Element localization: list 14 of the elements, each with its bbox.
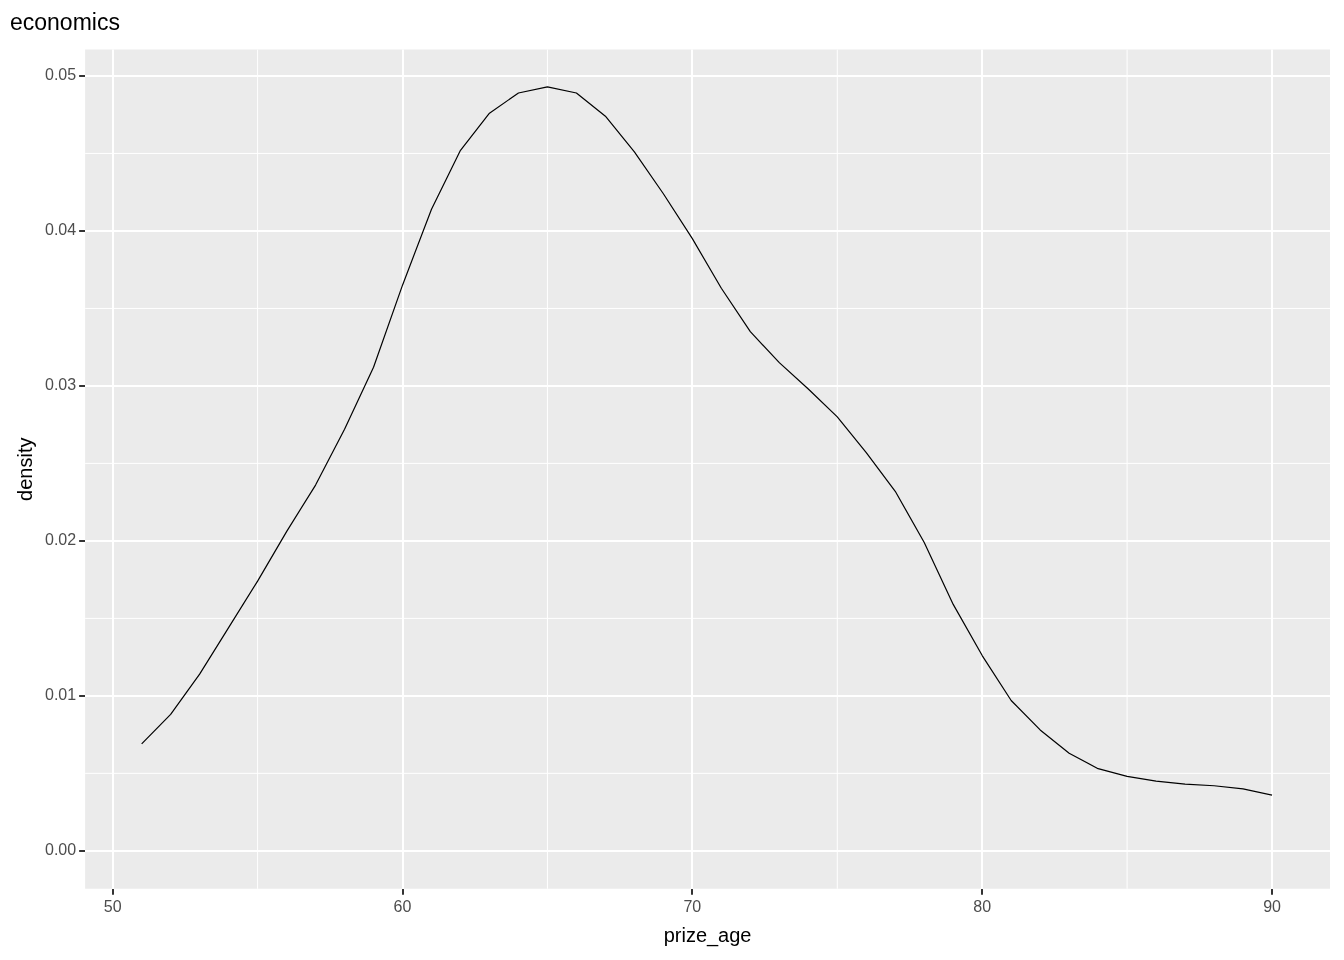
y-tick-label: 0.01 [45,686,77,704]
y-axis-title: density [13,437,36,501]
x-axis-title: prize_age [663,923,752,947]
chart-title: economics [10,9,120,36]
x-tick-label: 50 [103,897,122,915]
x-tick-label: 60 [393,897,412,915]
y-tick-label: 0.02 [45,531,77,549]
y-tick-label: 0.00 [45,841,77,859]
x-tick-label: 90 [1263,897,1282,915]
x-tick-label: 80 [973,897,992,915]
y-tick-label: 0.05 [45,66,77,84]
y-tick-label: 0.03 [45,376,77,394]
y-tick-label: 0.04 [45,221,77,239]
x-tick-label: 70 [683,897,702,915]
